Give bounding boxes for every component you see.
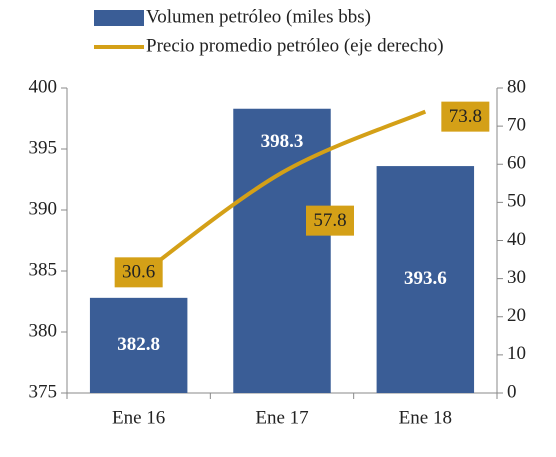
value-label-box — [114, 257, 163, 288]
bar — [376, 166, 475, 393]
x-tick-label: Ene 17 — [255, 407, 308, 428]
bar-value-label: 393.6 — [404, 268, 447, 289]
y-tick-label: 390 — [29, 198, 58, 219]
bar-value-label: 382.8 — [117, 334, 160, 355]
x-tick-label: Ene 16 — [112, 407, 165, 428]
y2-tick-label: 0 — [507, 381, 517, 402]
y2-tick-label: 40 — [507, 229, 526, 250]
x-tick-label: Ene 18 — [399, 407, 452, 428]
line-value-label: 30.6 — [122, 262, 155, 283]
line-value-label: 57.8 — [313, 210, 346, 231]
y2-tick-label: 50 — [507, 191, 526, 212]
value-label-box — [441, 101, 490, 132]
y-tick-label: 400 — [29, 76, 58, 97]
y2-tick-label: 70 — [507, 114, 526, 135]
y2-tick-label: 80 — [507, 76, 526, 97]
legend-swatch — [94, 10, 144, 26]
y-tick-label: 395 — [29, 137, 58, 158]
y-tick-label: 385 — [29, 259, 58, 280]
bar — [89, 297, 188, 393]
y2-tick-label: 60 — [507, 153, 526, 174]
bar-value-label: 398.3 — [261, 131, 304, 152]
legend-label: Volumen petróleo (miles bbs) — [146, 6, 371, 27]
y-tick-label: 380 — [29, 320, 58, 341]
y-tick-label: 375 — [29, 381, 58, 402]
y2-tick-label: 20 — [507, 305, 526, 326]
y2-tick-label: 10 — [507, 343, 526, 364]
legend-label: Precio promedio petróleo (eje derecho) — [146, 35, 444, 56]
line — [137, 109, 427, 278]
y2-tick-label: 30 — [507, 267, 526, 288]
value-label-box — [306, 205, 354, 236]
line-value-label: 73.8 — [449, 106, 482, 127]
